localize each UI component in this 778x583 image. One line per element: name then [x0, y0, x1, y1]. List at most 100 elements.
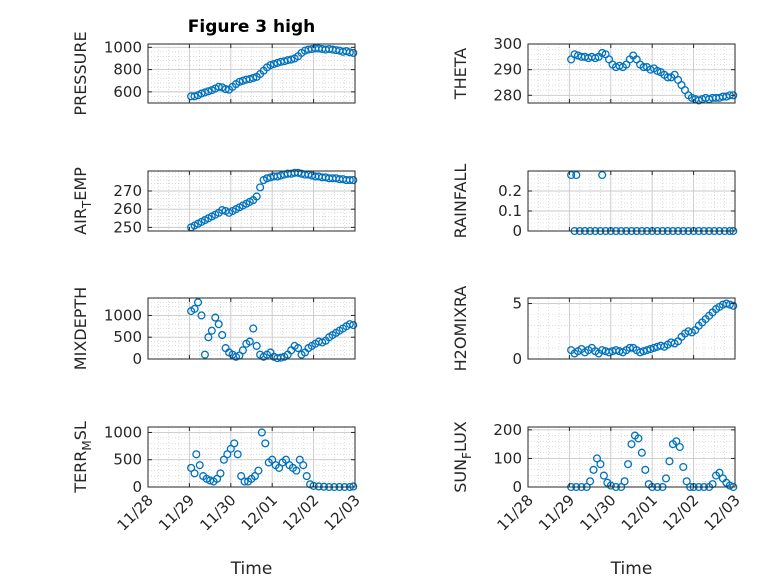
y-tick-label: 1000 — [104, 306, 142, 324]
data-point — [620, 477, 629, 486]
data-point — [197, 89, 206, 98]
data-point — [345, 48, 354, 57]
data-point — [204, 333, 213, 342]
axes-box — [147, 170, 356, 232]
data-point — [218, 206, 227, 215]
x-tick-label: 11/30 — [196, 491, 239, 534]
y-axis-label-rest: SL — [71, 421, 90, 440]
y-axis-label-subscript: M — [80, 440, 94, 450]
data-point — [572, 170, 581, 180]
subplot-theta: 280 290 300 THETA — [451, 35, 738, 105]
data-point — [214, 320, 223, 329]
data-point — [649, 343, 658, 352]
y-tick-label: 100 — [493, 449, 522, 467]
x-tick-label: 12/01 — [618, 491, 661, 534]
data-point — [190, 304, 199, 313]
data-point — [729, 91, 738, 100]
data-point — [204, 87, 213, 96]
data-point — [592, 454, 602, 463]
axes-box — [147, 426, 356, 488]
x-tick-label: 12/02 — [659, 491, 702, 534]
data-point — [641, 465, 650, 474]
y-tick-label: 280 — [493, 86, 522, 104]
x-axis-label: Time — [610, 559, 653, 579]
data-point — [639, 347, 648, 356]
data-point — [276, 353, 285, 362]
data-point — [261, 439, 270, 448]
y-axis-label-main: AIR — [71, 208, 90, 235]
data-point — [722, 299, 731, 308]
data-point — [233, 450, 242, 459]
y-axis-label-rest: LUX — [451, 421, 470, 452]
data-point — [249, 324, 258, 333]
axes-box — [527, 170, 736, 232]
data-point — [599, 471, 608, 480]
axes-box — [527, 297, 736, 360]
series-terr-msl — [187, 428, 358, 492]
data-point — [249, 73, 258, 83]
data-point — [207, 326, 216, 335]
y-tick-label: 1000 — [104, 38, 142, 56]
data-point — [269, 59, 278, 69]
data-point — [679, 462, 688, 472]
data-point — [287, 55, 296, 64]
y-axis-label: TERRMSL — [71, 421, 94, 494]
data-point — [634, 434, 643, 443]
data-point — [230, 439, 239, 448]
y-tick-label: 250 — [113, 218, 142, 236]
subplot-pressure: 600 800 1000 PRESSURE Figure 3 high — [71, 17, 358, 116]
axes-box — [527, 426, 736, 488]
y-axis-label-main: THETA — [451, 48, 470, 100]
data-point — [245, 337, 254, 346]
data-point — [636, 348, 645, 357]
data-point — [190, 469, 199, 478]
y-tick-label: 200 — [493, 421, 522, 439]
x-tick-label: 11/28 — [494, 491, 537, 534]
y-tick-label: 1000 — [104, 423, 142, 441]
axes-box — [147, 43, 356, 104]
y-axis-label-main: TERR — [71, 451, 90, 494]
data-point — [218, 330, 227, 340]
y-tick-label: 0 — [512, 478, 522, 496]
y-axis-label-subscript: F — [460, 452, 474, 459]
data-point — [294, 344, 303, 353]
data-point — [245, 75, 254, 84]
data-point — [627, 440, 636, 449]
axes-box — [147, 297, 356, 360]
data-point — [725, 300, 734, 309]
x-tick-label: 11/29 — [535, 491, 578, 534]
data-point — [292, 466, 301, 475]
data-point — [240, 477, 249, 486]
data-point — [299, 461, 308, 470]
data-point — [598, 170, 607, 180]
data-point — [567, 170, 576, 180]
data-point — [663, 73, 672, 82]
y-tick-label: 600 — [113, 83, 142, 101]
y-axis-label: AIRTEMP — [71, 167, 94, 235]
data-point — [729, 301, 738, 310]
x-tick-label: 12/02 — [279, 491, 322, 534]
y-axis-label-main: MIXDEPTH — [71, 287, 90, 370]
y-axis-label: H2OMIXRA — [451, 286, 470, 372]
data-point — [589, 465, 598, 474]
data-point — [309, 481, 318, 490]
data-point — [625, 343, 634, 352]
data-point — [256, 183, 265, 192]
data-point — [606, 481, 615, 490]
data-point — [221, 85, 230, 94]
data-point — [345, 176, 354, 185]
x-tick-label: 11/29 — [155, 491, 198, 534]
data-point — [672, 437, 681, 446]
data-point — [708, 480, 717, 489]
data-point — [252, 341, 261, 350]
y-tick-label: 260 — [113, 200, 142, 218]
y-tick-label: 0 — [512, 350, 522, 368]
subplot-rainfall: 0 0.1 0.2 RAINFALL — [451, 164, 738, 240]
data-point — [611, 346, 621, 355]
data-point — [302, 472, 311, 481]
data-point — [349, 482, 358, 491]
series-pressure — [187, 44, 358, 101]
